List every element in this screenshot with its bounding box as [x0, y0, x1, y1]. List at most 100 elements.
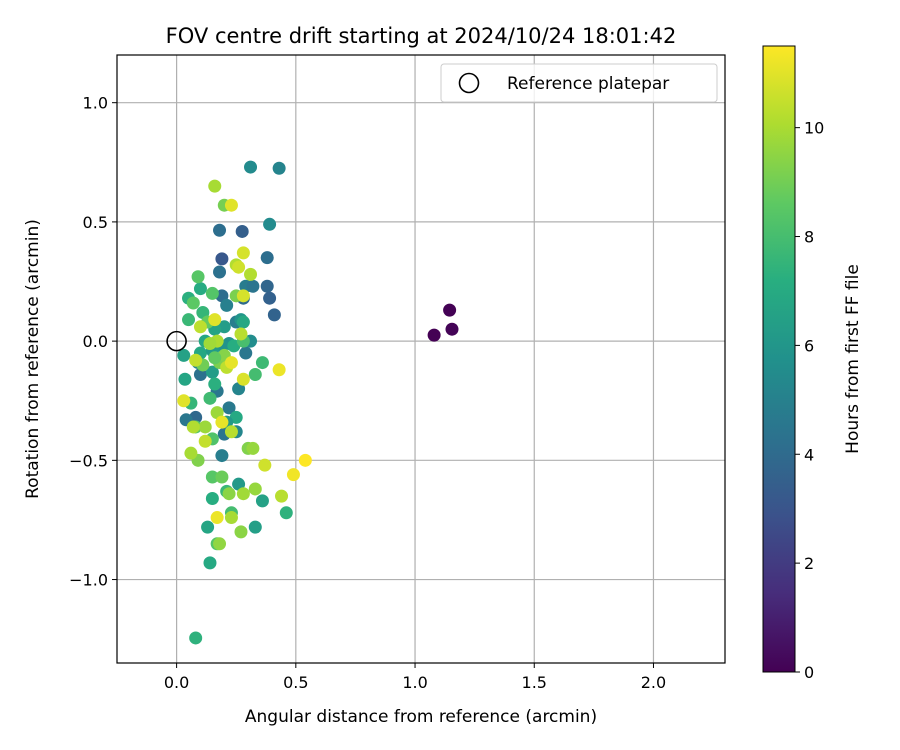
- scatter-point: [248, 367, 262, 381]
- scatter-point: [213, 537, 227, 551]
- scatter-point: [232, 260, 246, 274]
- scatter-point: [182, 313, 196, 327]
- data-points: [177, 160, 459, 645]
- y-tick-label: 0.5: [83, 213, 108, 232]
- grid-lines: [117, 55, 725, 663]
- x-axis-ticks: 0.0 0.5 1.0 1.5 2.0: [164, 663, 666, 692]
- scatter-point: [443, 303, 457, 317]
- reference-platepar-marker: [166, 330, 187, 352]
- scatter-point: [236, 487, 250, 501]
- y-axis-label: Rotation from reference (arcmin): [23, 219, 43, 499]
- x-tick-label: 0.5: [283, 673, 308, 692]
- scatter-point: [224, 198, 238, 212]
- y-axis-ticks: −1.0 −0.5 0.0 0.5 1.0: [69, 94, 117, 590]
- scatter-point: [258, 458, 272, 472]
- scatter-point: [244, 267, 258, 281]
- scatter-point: [220, 298, 234, 312]
- scatter-point: [244, 160, 258, 174]
- scatter-point: [208, 313, 222, 327]
- scatter-point: [198, 420, 212, 434]
- x-tick-label: 1.0: [402, 673, 427, 692]
- y-tick-label: −0.5: [69, 451, 108, 470]
- scatter-point: [203, 391, 217, 405]
- scatter-point: [236, 246, 250, 260]
- colorbar-gradient: [762, 45, 796, 673]
- scatter-point: [215, 449, 229, 463]
- scatter-point: [224, 425, 238, 439]
- scatter-point: [205, 491, 219, 505]
- scatter-point: [235, 224, 249, 238]
- scatter-point: [177, 394, 191, 408]
- scatter-point: [203, 556, 217, 570]
- scatter-point: [186, 296, 200, 310]
- scatter-point: [189, 631, 203, 645]
- colorbar-tick-label: 6: [804, 336, 814, 355]
- scatter-point: [234, 327, 248, 341]
- scatter-point: [279, 506, 293, 520]
- scatter-point: [201, 520, 215, 534]
- scatter-point: [246, 279, 260, 293]
- scatter-point: [255, 356, 269, 370]
- scatter-point: [263, 217, 277, 231]
- colorbar-tick-label: 8: [804, 228, 814, 247]
- scatter-point: [255, 494, 269, 508]
- scatter-point: [205, 286, 219, 300]
- scatter-point: [215, 470, 229, 484]
- scatter-point: [193, 282, 207, 296]
- legend-box: [440, 63, 718, 103]
- scatter-point: [198, 434, 212, 448]
- scatter-point: [208, 351, 222, 365]
- scatter-point: [260, 279, 274, 293]
- scatter-point: [191, 270, 205, 284]
- scatter-point: [215, 252, 229, 266]
- colorbar: 0 2 4 6 8 10 Hours from first FF file: [762, 45, 863, 682]
- scatter-point: [208, 377, 222, 391]
- scatter-point: [272, 363, 286, 377]
- plot-frame: [116, 54, 726, 664]
- scatter-point: [263, 291, 277, 305]
- colorbar-tick-label: 0: [804, 663, 814, 682]
- scatter-point: [210, 511, 224, 525]
- colorbar-tick-label: 2: [804, 554, 814, 573]
- legend-entry-reference-platepar: Reference platepar: [507, 74, 669, 94]
- scatter-point: [222, 487, 236, 501]
- scatter-point: [193, 320, 207, 334]
- scatter-point: [184, 446, 198, 460]
- colorbar-ticks: 0 2 4 6 8 10: [795, 119, 824, 682]
- scatter-point: [205, 470, 219, 484]
- scatter-point: [215, 415, 229, 429]
- scatter-point: [275, 489, 289, 503]
- chart-title: FOV centre drift starting at 2024/10/24 …: [166, 24, 677, 48]
- scatter-point: [272, 161, 286, 175]
- scatter-point: [205, 365, 219, 379]
- scatter-point: [186, 420, 200, 434]
- scatter-point: [260, 251, 274, 265]
- scatter-point: [445, 322, 459, 336]
- scatter-point: [239, 346, 253, 360]
- scatter-point: [177, 348, 191, 362]
- y-tick-label: −1.0: [69, 571, 108, 590]
- colorbar-label: Hours from first FF file: [843, 264, 863, 454]
- scatter-point: [213, 265, 227, 279]
- scatter-point: [203, 337, 217, 351]
- scatter-point: [224, 356, 238, 370]
- legend: Reference platepar: [440, 63, 718, 103]
- scatter-point: [178, 372, 192, 386]
- scatter-point: [427, 328, 441, 342]
- scatter-point: [222, 401, 236, 415]
- scatter-point: [298, 453, 312, 467]
- colorbar-tick-label: 4: [804, 445, 814, 464]
- scatter-point: [267, 308, 281, 322]
- scatter-point: [213, 223, 227, 237]
- y-tick-label: 0.0: [83, 332, 108, 351]
- scatter-point: [246, 441, 260, 455]
- x-tick-label: 1.5: [522, 673, 547, 692]
- scatter-point: [236, 315, 250, 329]
- scatter-point: [248, 520, 262, 534]
- scatter-point: [189, 353, 203, 367]
- scatter-point: [236, 372, 250, 386]
- y-tick-label: 1.0: [83, 94, 108, 113]
- scatter-point: [234, 525, 248, 539]
- scatter-point: [224, 511, 238, 525]
